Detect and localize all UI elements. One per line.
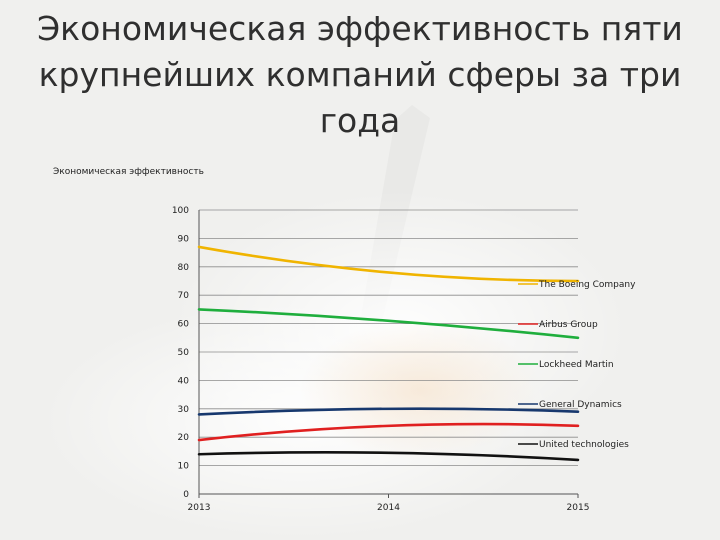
- series-line-general-dynamics: [197, 407, 580, 416]
- x-tick-label: 2015: [567, 503, 590, 513]
- legend-label-airbus-group: Airbus Group: [539, 320, 598, 330]
- y-tick-label: 10: [178, 462, 190, 472]
- chart-title: Экономическая эффективность: [53, 167, 204, 177]
- x-tick-label: 2014: [377, 503, 400, 513]
- y-tick-label: 30: [178, 405, 190, 415]
- series-line-lockheed-martin: [197, 308, 580, 340]
- y-tick-label: 70: [178, 291, 190, 301]
- slide-title: Экономическая эффективность пяти крупней…: [37, 9, 683, 140]
- x-tick-label: 2013: [188, 503, 211, 513]
- y-tick-label: 60: [178, 320, 190, 330]
- series-line-united-technologies: [197, 451, 580, 462]
- legend-label-lockheed-martin: Lockheed Martin: [539, 360, 614, 370]
- y-tick-label: 40: [178, 376, 190, 386]
- y-tick-label: 20: [178, 433, 190, 443]
- y-tick-label: 0: [183, 490, 189, 500]
- y-tick-label: 100: [172, 206, 189, 216]
- legend-label-united-technologies: United technologies: [539, 440, 629, 450]
- y-tick-label: 50: [178, 348, 190, 358]
- legend-label-general-dynamics: General Dynamics: [539, 400, 622, 410]
- y-tick-label: 80: [178, 263, 190, 273]
- legend-label-the-boeing-company: The Boeing Company: [538, 280, 636, 290]
- series-line-the-boeing-company: [197, 245, 580, 283]
- y-tick-label: 90: [178, 234, 190, 244]
- series-line-airbus-group: [197, 422, 580, 442]
